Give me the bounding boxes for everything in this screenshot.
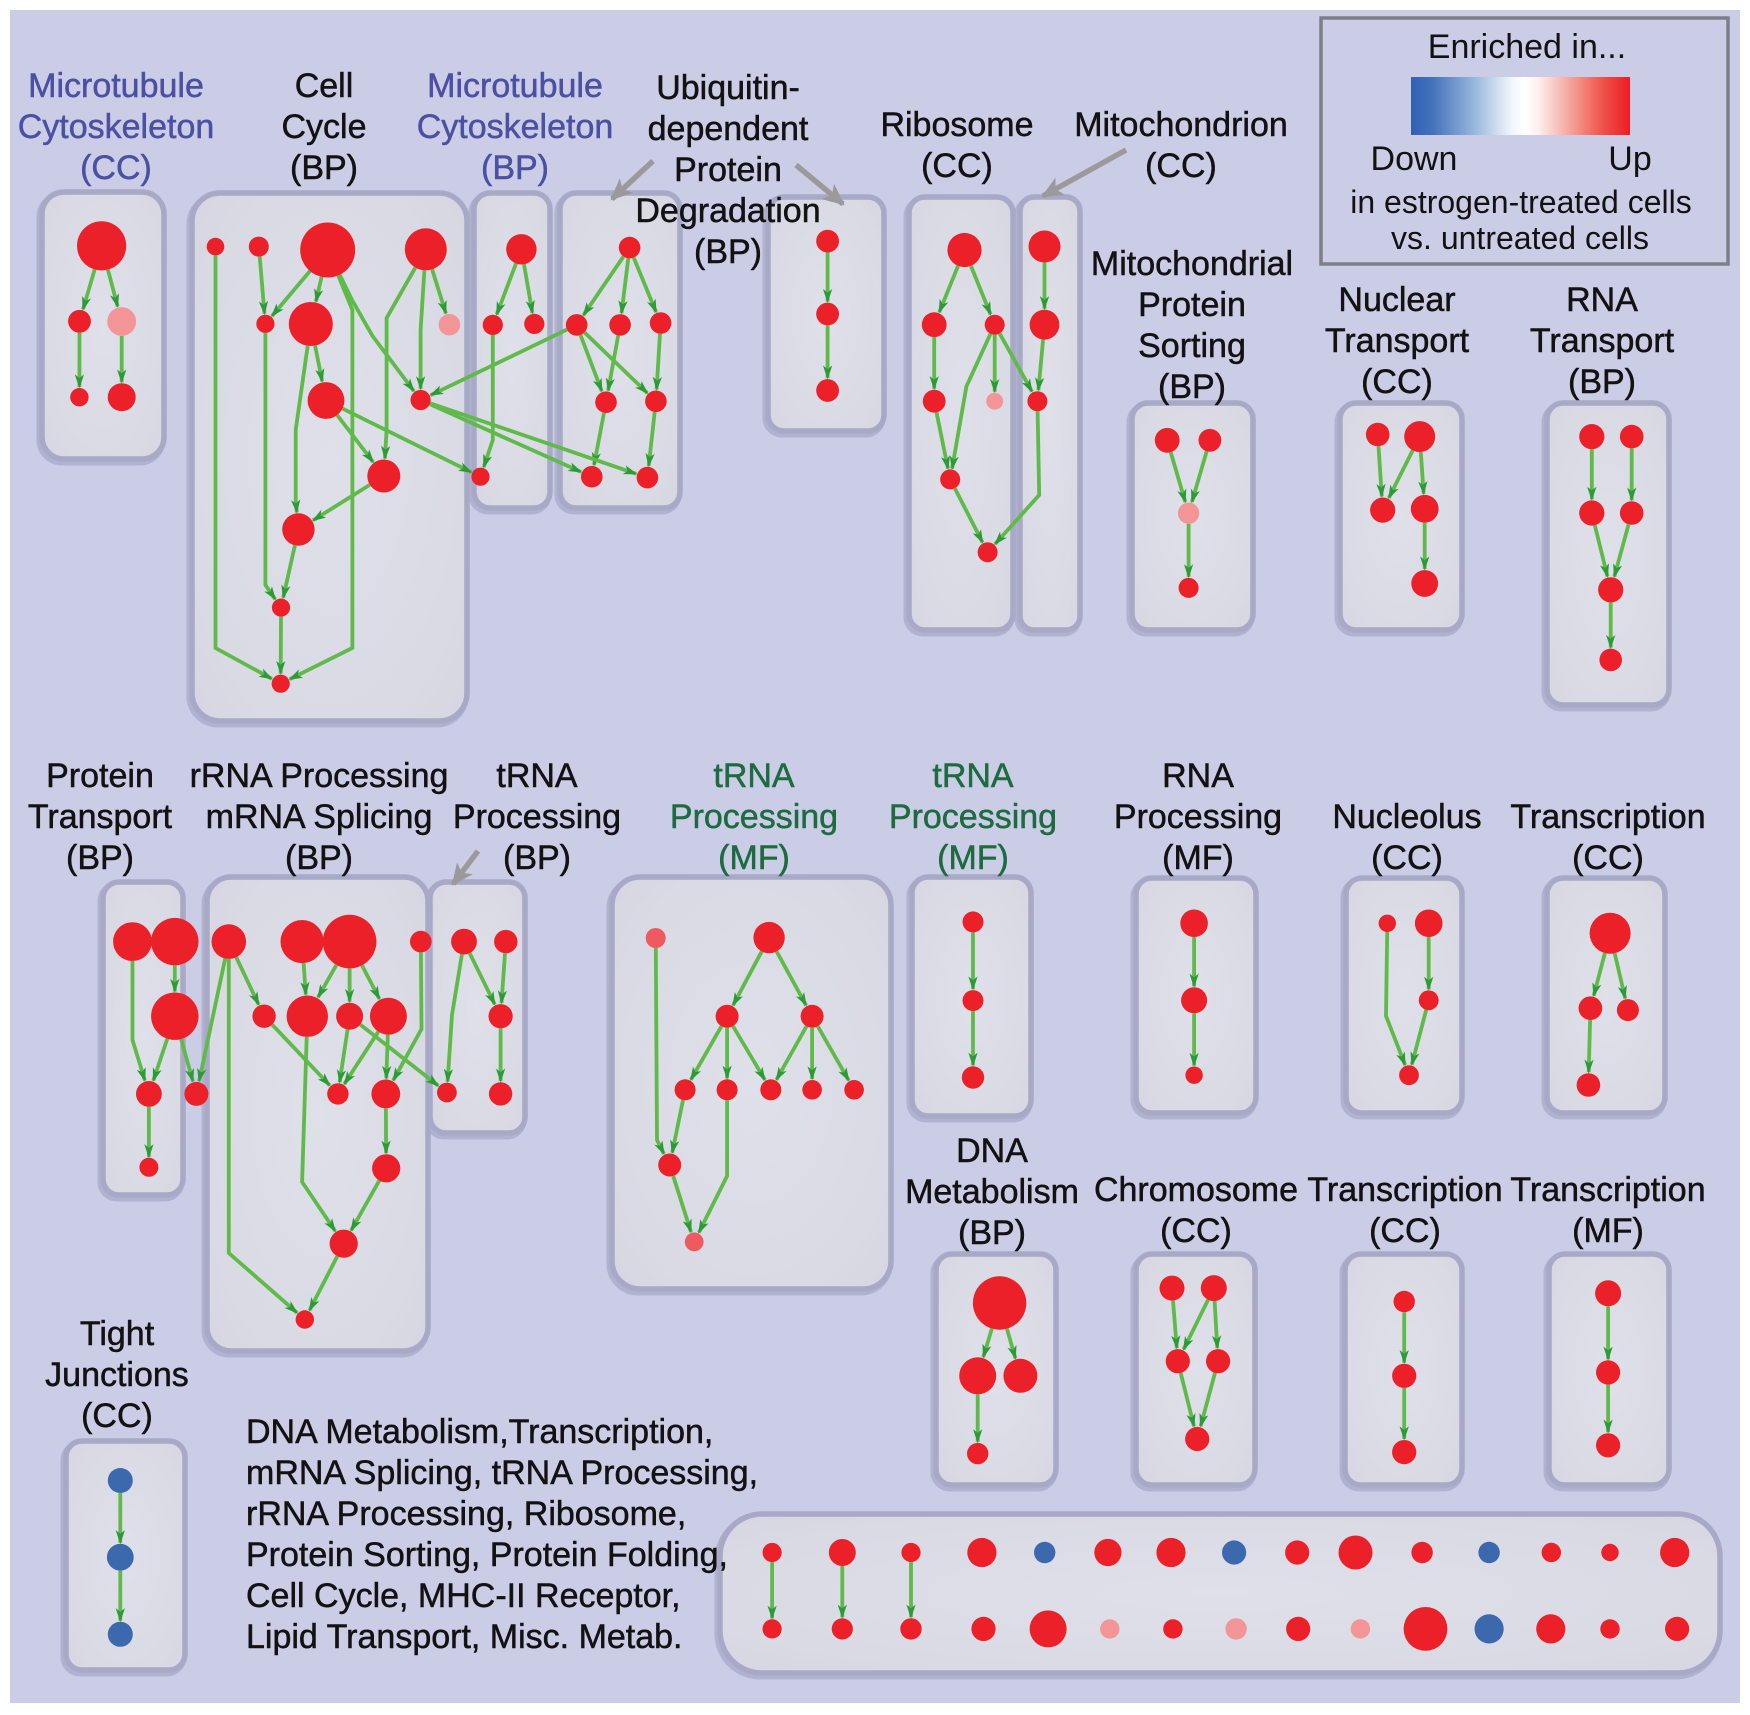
svg-text:(CC): (CC) <box>1369 1212 1441 1250</box>
svg-text:(MF): (MF) <box>1162 839 1234 877</box>
svg-text:RNA: RNA <box>1162 757 1234 795</box>
svg-text:Processing: Processing <box>889 798 1057 836</box>
svg-text:Enriched in...: Enriched in... <box>1428 28 1626 66</box>
svg-text:(CC): (CC) <box>1371 839 1443 877</box>
svg-text:Sorting: Sorting <box>1138 327 1246 365</box>
svg-text:Transport: Transport <box>1325 322 1470 360</box>
svg-text:tRNA: tRNA <box>496 757 578 795</box>
svg-text:Protein: Protein <box>1138 286 1246 324</box>
svg-text:rRNA Processing, Ribosome,: rRNA Processing, Ribosome, <box>246 1495 686 1533</box>
svg-text:Junctions: Junctions <box>45 1356 189 1394</box>
svg-text:(MF): (MF) <box>937 839 1009 877</box>
svg-text:(BP): (BP) <box>290 149 358 187</box>
svg-text:(BP): (BP) <box>503 839 571 877</box>
svg-text:Transport: Transport <box>28 798 173 836</box>
svg-text:DNA Metabolism,Transcription,: DNA Metabolism,Transcription, <box>246 1413 713 1451</box>
svg-text:Microtubule: Microtubule <box>28 67 204 105</box>
svg-text:DNA: DNA <box>956 1132 1028 1170</box>
svg-text:Protein: Protein <box>674 151 782 189</box>
svg-text:(BP): (BP) <box>285 839 353 877</box>
svg-text:Nucleolus: Nucleolus <box>1332 798 1481 836</box>
svg-text:rRNA Processing: rRNA Processing <box>190 757 449 795</box>
svg-text:Cell Cycle, MHC-II Receptor,: Cell Cycle, MHC-II Receptor, <box>246 1577 681 1615</box>
svg-text:(BP): (BP) <box>66 839 134 877</box>
svg-text:Degradation: Degradation <box>635 192 820 230</box>
svg-text:Nuclear: Nuclear <box>1338 281 1455 319</box>
svg-text:tRNA: tRNA <box>713 757 795 795</box>
svg-text:(CC): (CC) <box>81 1397 153 1435</box>
svg-text:(MF): (MF) <box>1572 1212 1644 1250</box>
svg-text:(BP): (BP) <box>1568 363 1636 401</box>
svg-text:Down: Down <box>1371 140 1458 178</box>
svg-text:(BP): (BP) <box>1158 368 1226 406</box>
svg-text:in estrogen-treated cells: in estrogen-treated cells <box>1350 184 1692 220</box>
svg-text:(CC): (CC) <box>1361 363 1433 401</box>
svg-text:mRNA Splicing, tRNA Processing: mRNA Splicing, tRNA Processing, <box>246 1454 758 1492</box>
svg-text:Cytoskeleton: Cytoskeleton <box>417 108 614 146</box>
svg-text:Processing: Processing <box>670 798 838 836</box>
svg-text:Ubiquitin-: Ubiquitin- <box>656 69 800 107</box>
svg-text:mRNA Splicing: mRNA Splicing <box>206 798 433 836</box>
svg-text:(CC): (CC) <box>921 147 993 185</box>
svg-text:Microtubule: Microtubule <box>427 67 603 105</box>
svg-text:Chromosome: Chromosome <box>1094 1171 1298 1209</box>
svg-text:Cell: Cell <box>295 67 354 105</box>
svg-text:Metabolism: Metabolism <box>905 1173 1079 1211</box>
svg-text:Lipid Transport, Misc. Metab.: Lipid Transport, Misc. Metab. <box>246 1618 683 1656</box>
svg-text:Transport: Transport <box>1530 322 1675 360</box>
svg-text:Processing: Processing <box>453 798 621 836</box>
svg-text:(CC): (CC) <box>1160 1212 1232 1250</box>
svg-text:RNA: RNA <box>1566 281 1638 319</box>
svg-text:(MF): (MF) <box>718 839 790 877</box>
svg-text:Transcription: Transcription <box>1510 1171 1705 1209</box>
svg-text:Tight: Tight <box>80 1315 155 1353</box>
svg-text:dependent: dependent <box>648 110 809 148</box>
svg-text:Cycle: Cycle <box>281 108 366 146</box>
svg-text:(BP): (BP) <box>958 1214 1026 1252</box>
svg-text:(CC): (CC) <box>1145 147 1217 185</box>
svg-text:Up: Up <box>1608 140 1651 178</box>
svg-text:Protein: Protein <box>46 757 154 795</box>
svg-text:Transcription: Transcription <box>1510 798 1705 836</box>
svg-text:Protein Sorting, Protein Foldi: Protein Sorting, Protein Folding, <box>246 1536 728 1574</box>
svg-text:(CC): (CC) <box>80 149 152 187</box>
svg-text:Processing: Processing <box>1114 798 1282 836</box>
svg-text:vs. untreated cells: vs. untreated cells <box>1391 220 1649 256</box>
svg-text:(CC): (CC) <box>1572 839 1644 877</box>
svg-text:Transcription: Transcription <box>1307 1171 1502 1209</box>
svg-text:(BP): (BP) <box>481 149 549 187</box>
svg-text:Cytoskeleton: Cytoskeleton <box>18 108 215 146</box>
svg-text:(BP): (BP) <box>694 233 762 271</box>
svg-text:Mitochondrion: Mitochondrion <box>1074 106 1288 144</box>
svg-text:Mitochondrial: Mitochondrial <box>1091 245 1293 283</box>
svg-text:tRNA: tRNA <box>932 757 1014 795</box>
svg-text:Ribosome: Ribosome <box>880 106 1033 144</box>
